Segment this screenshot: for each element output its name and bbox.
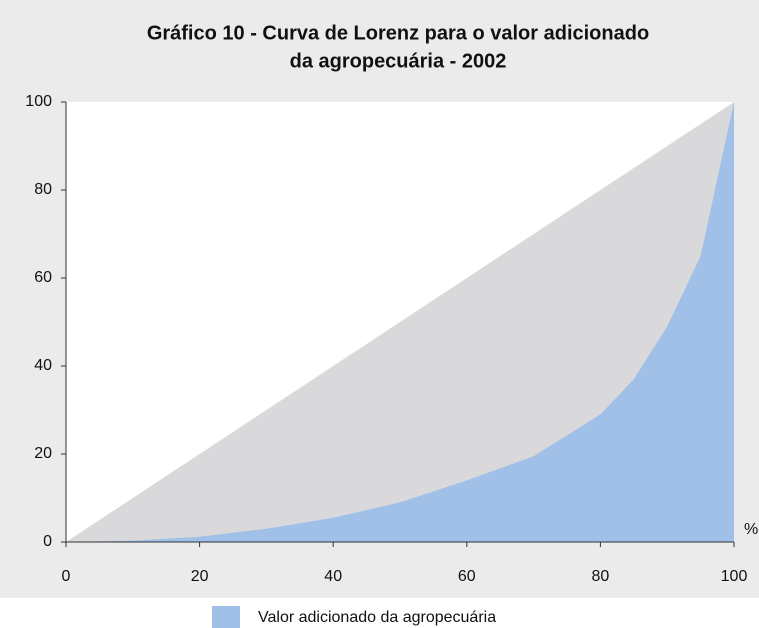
x-axis-label: % [744,521,758,538]
x-tick-label: 80 [592,568,610,585]
x-tick-label: 20 [191,568,209,585]
y-tick-label: 60 [34,269,52,286]
y-tick-label: 40 [34,357,52,374]
legend-label: Valor adicionado da agropecuária [258,609,496,626]
x-tick-label: 60 [458,568,476,585]
y-tick-label: 20 [34,445,52,462]
area [66,102,734,542]
y-tick-label: 80 [34,181,52,198]
chart-title: Gráfico 10 - Curva de Lorenz para o valo… [147,22,649,44]
x-tick-label: 100 [721,568,748,585]
chart-title: da agropecuária - 2002 [290,50,507,72]
x-tick-label: 0 [62,568,71,585]
area [66,102,734,542]
y-tick-label: 0 [43,533,52,550]
y-tick-label: 100 [25,93,52,110]
legend-swatch [212,606,240,628]
x-tick-label: 40 [324,568,342,585]
